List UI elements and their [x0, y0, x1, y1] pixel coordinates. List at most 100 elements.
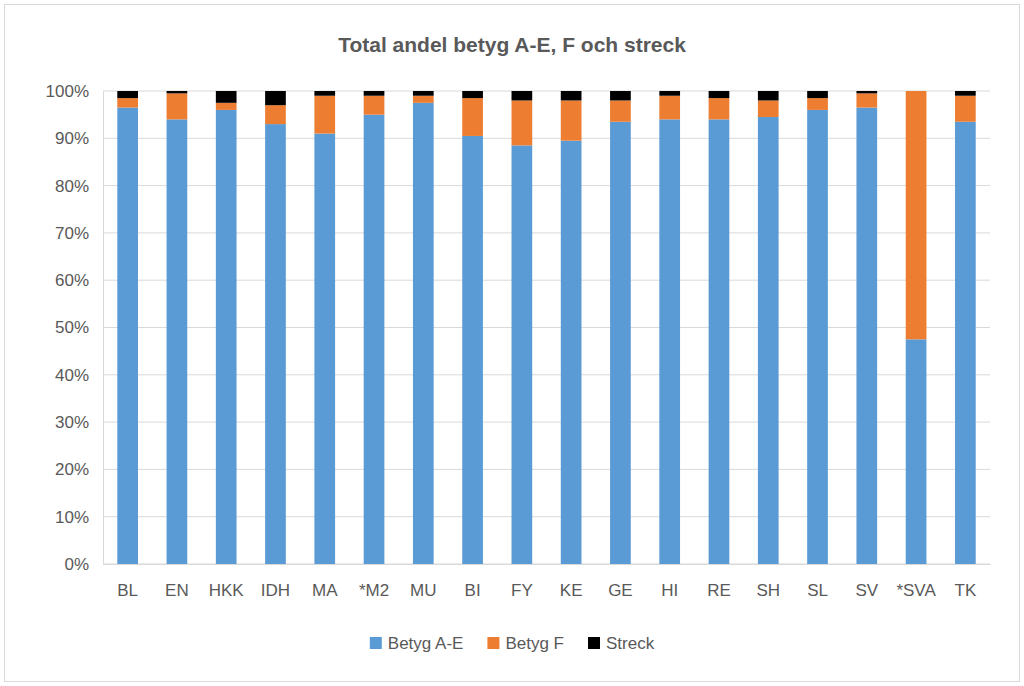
y-tick: 50%	[55, 318, 103, 337]
bar	[364, 96, 385, 115]
y-tick: 0%	[64, 555, 103, 574]
x-tick: SV	[855, 564, 878, 600]
bar	[117, 108, 138, 564]
bar	[512, 91, 533, 100]
bar	[906, 91, 927, 92]
bar	[610, 100, 631, 121]
legend-swatch	[370, 637, 382, 649]
y-tick: 90%	[55, 129, 103, 148]
y-tick-label: 10%	[55, 508, 89, 527]
bar	[117, 91, 138, 98]
bar	[167, 91, 188, 93]
x-tick: RE	[707, 564, 731, 600]
y-axis: 0% 10% 20% 30% 40% 50% 60% 70% 80% 90% 100%	[46, 82, 104, 574]
bar	[856, 91, 877, 93]
bar	[758, 100, 779, 117]
x-tick: KE	[560, 564, 583, 600]
bar	[709, 119, 730, 564]
bar	[955, 122, 976, 564]
series	[117, 91, 975, 105]
x-tick: SL	[807, 564, 828, 600]
x-tick-label: HI	[661, 581, 678, 600]
legend-swatch	[487, 637, 499, 649]
legend-label: Streck	[606, 634, 655, 653]
bar	[314, 96, 335, 134]
x-tick: TK	[954, 564, 976, 600]
x-tick: FY	[511, 564, 533, 600]
y-tick: 10%	[55, 508, 103, 527]
legend-item: Betyg F	[487, 634, 564, 653]
y-tick: 100%	[46, 82, 103, 101]
x-axis-line	[104, 564, 991, 565]
y-axis-line	[103, 92, 104, 565]
bar	[561, 100, 582, 140]
x-tick-label: MU	[410, 581, 436, 600]
y-tick-label: 20%	[55, 460, 89, 479]
x-tick-label: *M2	[359, 581, 389, 600]
x-tick: MU	[410, 564, 436, 600]
x-tick: MA	[312, 564, 338, 600]
bar	[856, 108, 877, 564]
bar	[955, 96, 976, 122]
y-tick-label: 40%	[55, 366, 89, 385]
x-tick: HKK	[209, 564, 245, 600]
bar	[561, 141, 582, 564]
bar	[758, 91, 779, 100]
bar	[265, 105, 286, 124]
x-tick: IDH	[261, 564, 290, 600]
bar	[807, 91, 828, 98]
bar	[314, 134, 335, 564]
y-tick: 60%	[55, 271, 103, 290]
bar	[856, 93, 877, 107]
y-tick: 40%	[55, 366, 103, 385]
bar	[216, 110, 237, 564]
bar	[659, 119, 680, 564]
x-tick-label: GE	[608, 581, 633, 600]
bar	[364, 115, 385, 564]
bar	[216, 91, 237, 103]
series	[117, 103, 975, 564]
y-tick: 70%	[55, 224, 103, 243]
y-tick-label: 80%	[55, 177, 89, 196]
x-tick-label: FY	[511, 581, 533, 600]
bar	[512, 100, 533, 145]
bar	[167, 93, 188, 119]
bar	[610, 91, 631, 100]
x-tick: EN	[165, 564, 189, 600]
x-tick-label: RE	[707, 581, 731, 600]
x-tick-label: HKK	[209, 581, 245, 600]
y-tick-label: 90%	[55, 129, 89, 148]
bar	[709, 98, 730, 119]
x-tick: BL	[117, 564, 138, 600]
y-tick-label: 0%	[64, 555, 89, 574]
bar	[462, 136, 483, 564]
x-tick-label: MA	[312, 581, 338, 600]
legend-item: Streck	[588, 634, 655, 653]
chart: Total andel betyg A-E, F och streck0%10%…	[0, 0, 1024, 686]
x-axis: BLENHKKIDHMA*M2MUBIFYKEGEHIRESHSLSV*SVAT…	[104, 564, 991, 600]
x-tick: BI	[465, 564, 481, 600]
grid	[103, 91, 990, 564]
chart-frame	[5, 5, 1020, 682]
bar	[610, 122, 631, 564]
y-tick: 30%	[55, 413, 103, 432]
x-tick-label: *SVA	[896, 581, 936, 600]
x-tick-label: KE	[560, 581, 583, 600]
x-tick-label: SV	[855, 581, 878, 600]
x-tick-label: BL	[117, 581, 138, 600]
bar	[462, 91, 483, 98]
y-tick-label: 60%	[55, 271, 89, 290]
x-tick: GE	[608, 564, 633, 600]
y-tick-label: 100%	[46, 82, 89, 101]
y-tick-label: 30%	[55, 413, 89, 432]
bar	[709, 91, 730, 98]
x-tick-label: TK	[954, 581, 976, 600]
bar	[561, 91, 582, 100]
bar	[265, 124, 286, 564]
legend: Betyg A-EBetyg FStreck	[370, 634, 655, 653]
bar	[906, 91, 927, 339]
y-tick: 80%	[55, 177, 103, 196]
bar	[807, 98, 828, 110]
bar	[807, 110, 828, 564]
series	[117, 91, 975, 339]
